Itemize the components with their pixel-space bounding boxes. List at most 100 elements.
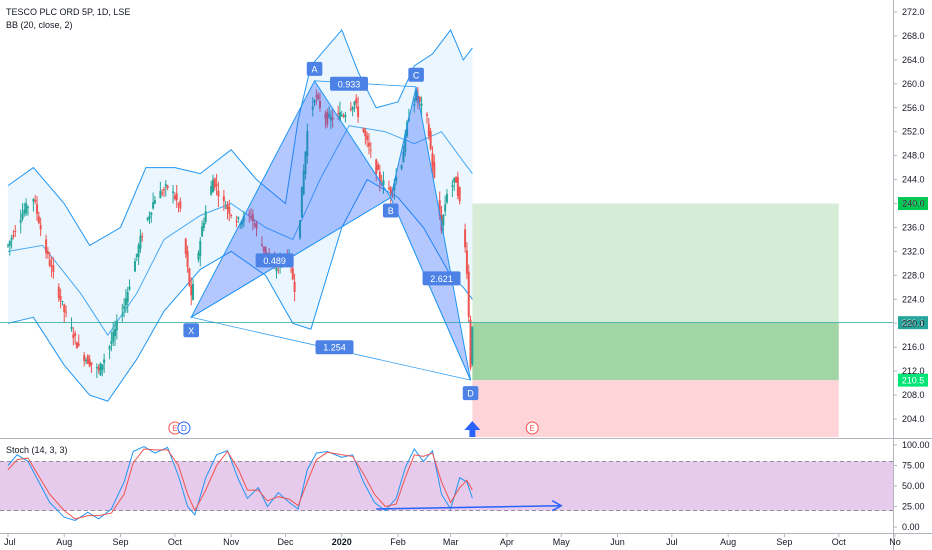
candle-body [121, 314, 124, 317]
candle-body [19, 219, 22, 223]
pattern-point-c: C [413, 70, 420, 80]
price-label-bg-3 [898, 373, 928, 387]
pattern-point-c-bg [408, 67, 424, 82]
candle-body [141, 236, 144, 238]
candle-body [224, 207, 227, 209]
date-tick-12: Jun [610, 537, 625, 547]
stoch-tick-4: 75.00 [902, 460, 925, 470]
candle-body [99, 363, 102, 376]
candle-body [464, 229, 467, 248]
candle-body [251, 214, 254, 222]
date-tick-9: Mar [443, 537, 459, 547]
candle-body [444, 204, 447, 212]
stoch-tick-3: 50.00 [902, 481, 925, 491]
candle [50, 256, 53, 278]
candle [253, 219, 256, 228]
candle-body [21, 213, 24, 220]
candle-body [471, 326, 474, 365]
candle-body [86, 355, 89, 364]
candle-body [250, 216, 253, 218]
candle-body [177, 203, 180, 205]
candle [387, 180, 390, 191]
candle [306, 123, 309, 164]
candle [431, 146, 434, 175]
candle [299, 220, 302, 240]
candle-body [23, 209, 26, 214]
candle-body [226, 204, 229, 210]
candle-body [342, 115, 345, 117]
candle [458, 186, 461, 205]
candle [340, 110, 343, 117]
date-tick-4: Oct [168, 537, 183, 547]
candle-body [63, 304, 66, 312]
candle [318, 92, 321, 112]
candle [72, 326, 75, 346]
candle-body [213, 178, 216, 188]
candle [21, 203, 24, 222]
candle [177, 202, 180, 213]
candle [293, 273, 296, 302]
candle-body [375, 159, 378, 175]
event-marker-3[interactable] [525, 421, 539, 435]
candle [315, 89, 318, 106]
candle [338, 101, 341, 122]
candle-body [57, 286, 60, 298]
candle-body [264, 246, 267, 255]
candle [224, 200, 227, 209]
candle-body [262, 246, 265, 251]
candle [313, 99, 316, 107]
candle [59, 288, 62, 309]
candle-body [445, 193, 448, 203]
candle-body [186, 251, 189, 268]
date-tick-1: Jul [4, 537, 16, 547]
stoch-tick-1: 0.00 [902, 522, 920, 532]
candle-body [242, 215, 245, 222]
candle-body [237, 217, 240, 219]
candle [192, 279, 195, 301]
candle-body [349, 109, 352, 111]
date-tick-2: Aug [56, 537, 72, 547]
candle [351, 105, 354, 117]
candle [353, 100, 356, 112]
candle [150, 211, 153, 223]
candle [420, 96, 423, 117]
candle [26, 205, 29, 216]
candle-body [188, 268, 191, 286]
candle [164, 180, 167, 197]
candle-body [25, 203, 28, 214]
candle [45, 234, 48, 259]
candle [19, 209, 22, 234]
candle-body [124, 298, 127, 306]
candle [135, 253, 138, 262]
candle-body [438, 200, 441, 216]
candle-body [302, 170, 305, 195]
candle [175, 185, 178, 209]
candle-body [210, 186, 213, 195]
pattern-point-x-bg [183, 323, 200, 338]
candle-body [161, 192, 164, 194]
candle [311, 97, 314, 117]
event-marker-2[interactable] [177, 421, 191, 435]
candle-body [427, 124, 430, 137]
candle-body [387, 187, 390, 190]
candle-body [135, 253, 138, 258]
candle-body [197, 252, 200, 260]
candle [260, 236, 263, 247]
pattern-point-x: X [188, 326, 194, 336]
candle [467, 264, 470, 323]
bb-legend: BB (20, close, 2) [6, 20, 77, 30]
candle-body [451, 185, 454, 187]
candle [471, 326, 474, 367]
candle [377, 161, 380, 171]
candle-body [39, 224, 42, 230]
candle-body [114, 329, 117, 337]
price-tick-16: 264.0 [902, 55, 925, 65]
candle-body [150, 212, 153, 215]
candle [251, 209, 254, 231]
candle-body [190, 285, 193, 296]
candle-body [306, 131, 309, 157]
date-tick-6: Dec [278, 537, 295, 547]
candle-body [61, 300, 64, 302]
candle [190, 277, 193, 306]
